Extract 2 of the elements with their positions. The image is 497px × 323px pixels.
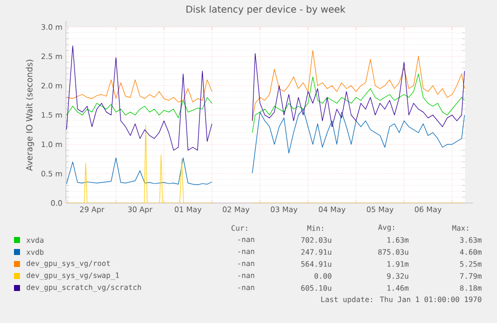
y-axis-title: Average IO Wait (seconds) (26, 60, 34, 171)
chart-title: Disk latency per device - by week (186, 5, 346, 15)
